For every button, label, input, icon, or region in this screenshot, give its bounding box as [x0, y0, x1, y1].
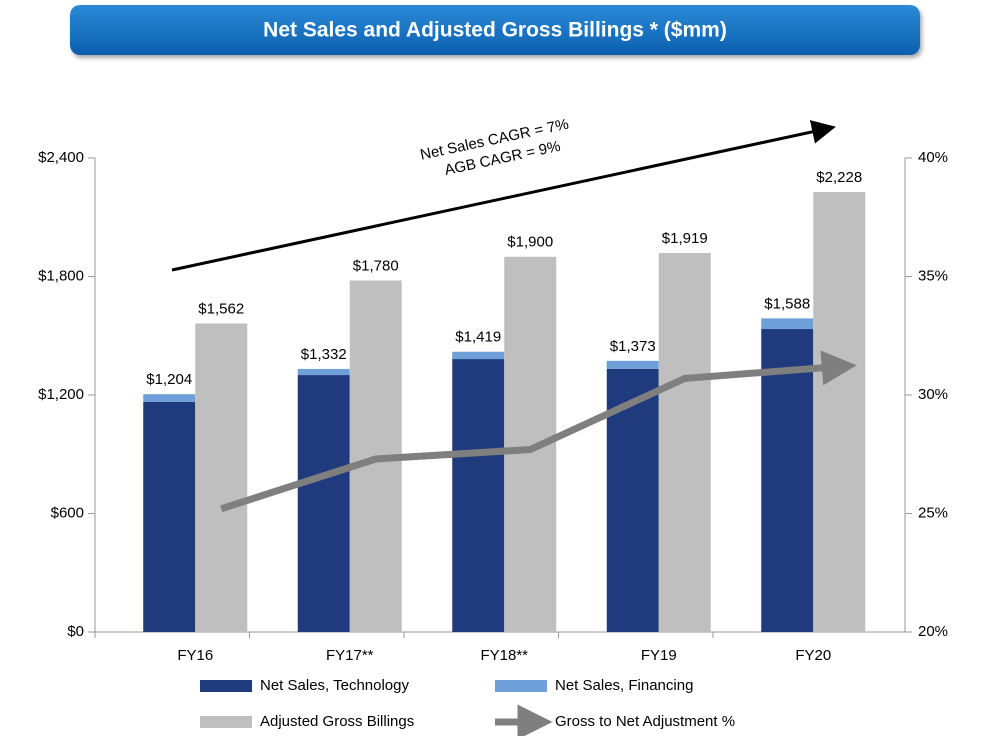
line-series	[220, 350, 857, 513]
legend-label: Net Sales, Technology	[260, 677, 409, 694]
chart-title: Net Sales and Adjusted Gross Billings * …	[263, 19, 727, 42]
bar-segment	[297, 368, 350, 376]
x-tick-label: FY19	[641, 647, 677, 664]
bar-segment	[452, 359, 505, 632]
y-tick-label: $0	[67, 623, 84, 640]
y2-tick-label: 40%	[918, 149, 948, 166]
value-label: $1,900	[507, 234, 553, 251]
total-label: $1,419	[455, 329, 501, 346]
total-label: $1,588	[764, 295, 810, 312]
x-tick-label: FY18**	[480, 647, 528, 664]
bar-segment	[143, 401, 196, 632]
legend-label: Adjusted Gross Billings	[260, 713, 414, 730]
legend-swatch	[200, 716, 252, 728]
x-tick-label: FY20	[795, 647, 831, 664]
legend-swatch	[495, 680, 547, 692]
value-label: $1,562	[198, 300, 244, 317]
value-label: $2,228	[816, 169, 862, 186]
y-tick-label: $600	[51, 504, 84, 521]
x-tick-label: FY17**	[326, 647, 374, 664]
title-banner	[70, 5, 920, 55]
y-tick-label: $1,200	[38, 386, 84, 403]
y2-tick-label: 30%	[918, 386, 948, 403]
bar-segment	[761, 329, 814, 632]
cagr-arrow	[171, 120, 836, 272]
total-label: $1,373	[610, 338, 656, 355]
bar-segment	[297, 375, 350, 632]
y-tick-label: $2,400	[38, 149, 84, 166]
bar	[813, 191, 866, 632]
bar-segment	[143, 394, 196, 402]
value-label: $1,780	[353, 257, 399, 274]
legend-swatch	[200, 680, 252, 692]
y-tick-label: $1,800	[38, 267, 84, 284]
y2-tick-label: 20%	[918, 623, 948, 640]
bar	[195, 323, 248, 632]
annotation-group: Net Sales CAGR = 7% AGB CAGR = 9%	[419, 116, 571, 179]
y2-tick-label: 35%	[918, 267, 948, 284]
y2-tick-label: 25%	[918, 504, 948, 521]
total-label: $1,204	[146, 371, 192, 388]
value-label: $1,919	[662, 230, 708, 247]
bar-segment	[606, 360, 659, 369]
legend-label: Gross to Net Adjustment %	[555, 713, 735, 730]
legend-label: Net Sales, Financing	[555, 677, 693, 694]
bar	[658, 252, 711, 632]
total-label: $1,332	[301, 346, 347, 363]
x-tick-label: FY16	[177, 647, 213, 664]
bar-segment	[761, 318, 814, 330]
bar-segment	[452, 351, 505, 360]
